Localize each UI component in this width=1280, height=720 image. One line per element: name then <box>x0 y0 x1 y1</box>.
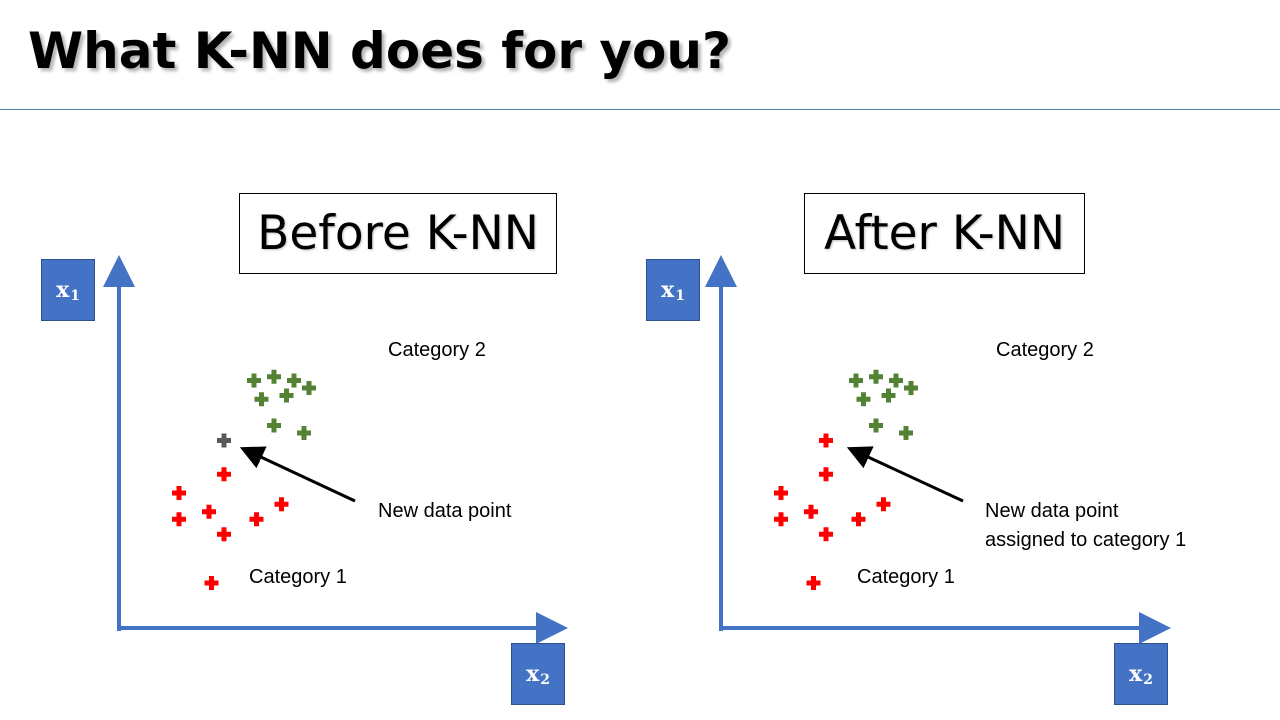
before-panel-title: Before K-NN <box>239 193 557 274</box>
category-1-point <box>819 527 833 542</box>
category-2-point <box>849 373 863 388</box>
after-data-points <box>774 369 918 590</box>
after-new-point-label: New data point assigned to category 1 <box>985 497 1186 555</box>
category-1-point <box>774 512 788 527</box>
after-category1-label: Category 1 <box>857 566 955 588</box>
before-category2-label: Category 2 <box>388 339 486 361</box>
axis-subscript: 2 <box>1143 672 1153 688</box>
category-1-point <box>249 512 264 527</box>
category-2-point <box>904 381 918 395</box>
category-1-point <box>819 433 833 448</box>
axis-var: x <box>56 277 70 303</box>
category-2-point <box>869 418 883 433</box>
category-1-point <box>819 467 833 482</box>
category-2-point <box>247 373 261 388</box>
axis-var: x <box>661 277 675 303</box>
after-panel-axes <box>705 255 1171 644</box>
category-1-point <box>806 576 821 590</box>
category-1-point <box>217 527 231 542</box>
after-pointer-arrow <box>846 446 964 503</box>
category-2-point <box>267 418 281 433</box>
axis-var: x <box>1129 661 1143 687</box>
category-1-point <box>172 486 186 500</box>
before-panel-axes <box>103 255 568 644</box>
category-2-point <box>856 392 871 407</box>
category-2-point <box>881 388 896 403</box>
before-data-points <box>172 369 316 590</box>
category-1-point <box>204 576 219 590</box>
slide-title: What K-NN does for you? <box>28 22 731 80</box>
category-1-point <box>804 504 818 519</box>
category-2-point <box>287 373 301 388</box>
axis-subscript: 1 <box>675 288 685 304</box>
category-1-point <box>202 504 216 519</box>
category-2-point <box>889 373 903 388</box>
category-2-point <box>279 388 294 403</box>
label-line: New data point <box>378 500 512 522</box>
category-1-point <box>851 512 866 527</box>
category-2-point <box>869 369 883 384</box>
axis-subscript: 2 <box>540 672 550 688</box>
label-line: New data point <box>985 500 1119 522</box>
category-2-point <box>267 369 281 384</box>
category-1-point <box>774 486 788 500</box>
category-2-point <box>297 426 311 440</box>
axis-subscript: 1 <box>70 288 80 304</box>
category-2-point <box>254 392 269 407</box>
title-divider <box>0 109 1280 110</box>
category-1-point <box>274 497 289 512</box>
new-data-point-point <box>217 433 231 448</box>
after-panel-title: After K-NN <box>804 193 1085 274</box>
label-line: assigned to category 1 <box>985 529 1187 551</box>
before-pointer-arrow <box>239 446 356 503</box>
category-1-point <box>876 497 891 512</box>
before-new-point-label: New data point <box>378 497 511 526</box>
category-2-point <box>899 426 913 440</box>
axis-var: x <box>526 661 540 687</box>
category-1-point <box>217 467 231 482</box>
category-2-point <box>302 381 316 395</box>
after-category2-label: Category 2 <box>996 339 1094 361</box>
before-category1-label: Category 1 <box>249 566 347 588</box>
category-1-point <box>172 512 186 527</box>
